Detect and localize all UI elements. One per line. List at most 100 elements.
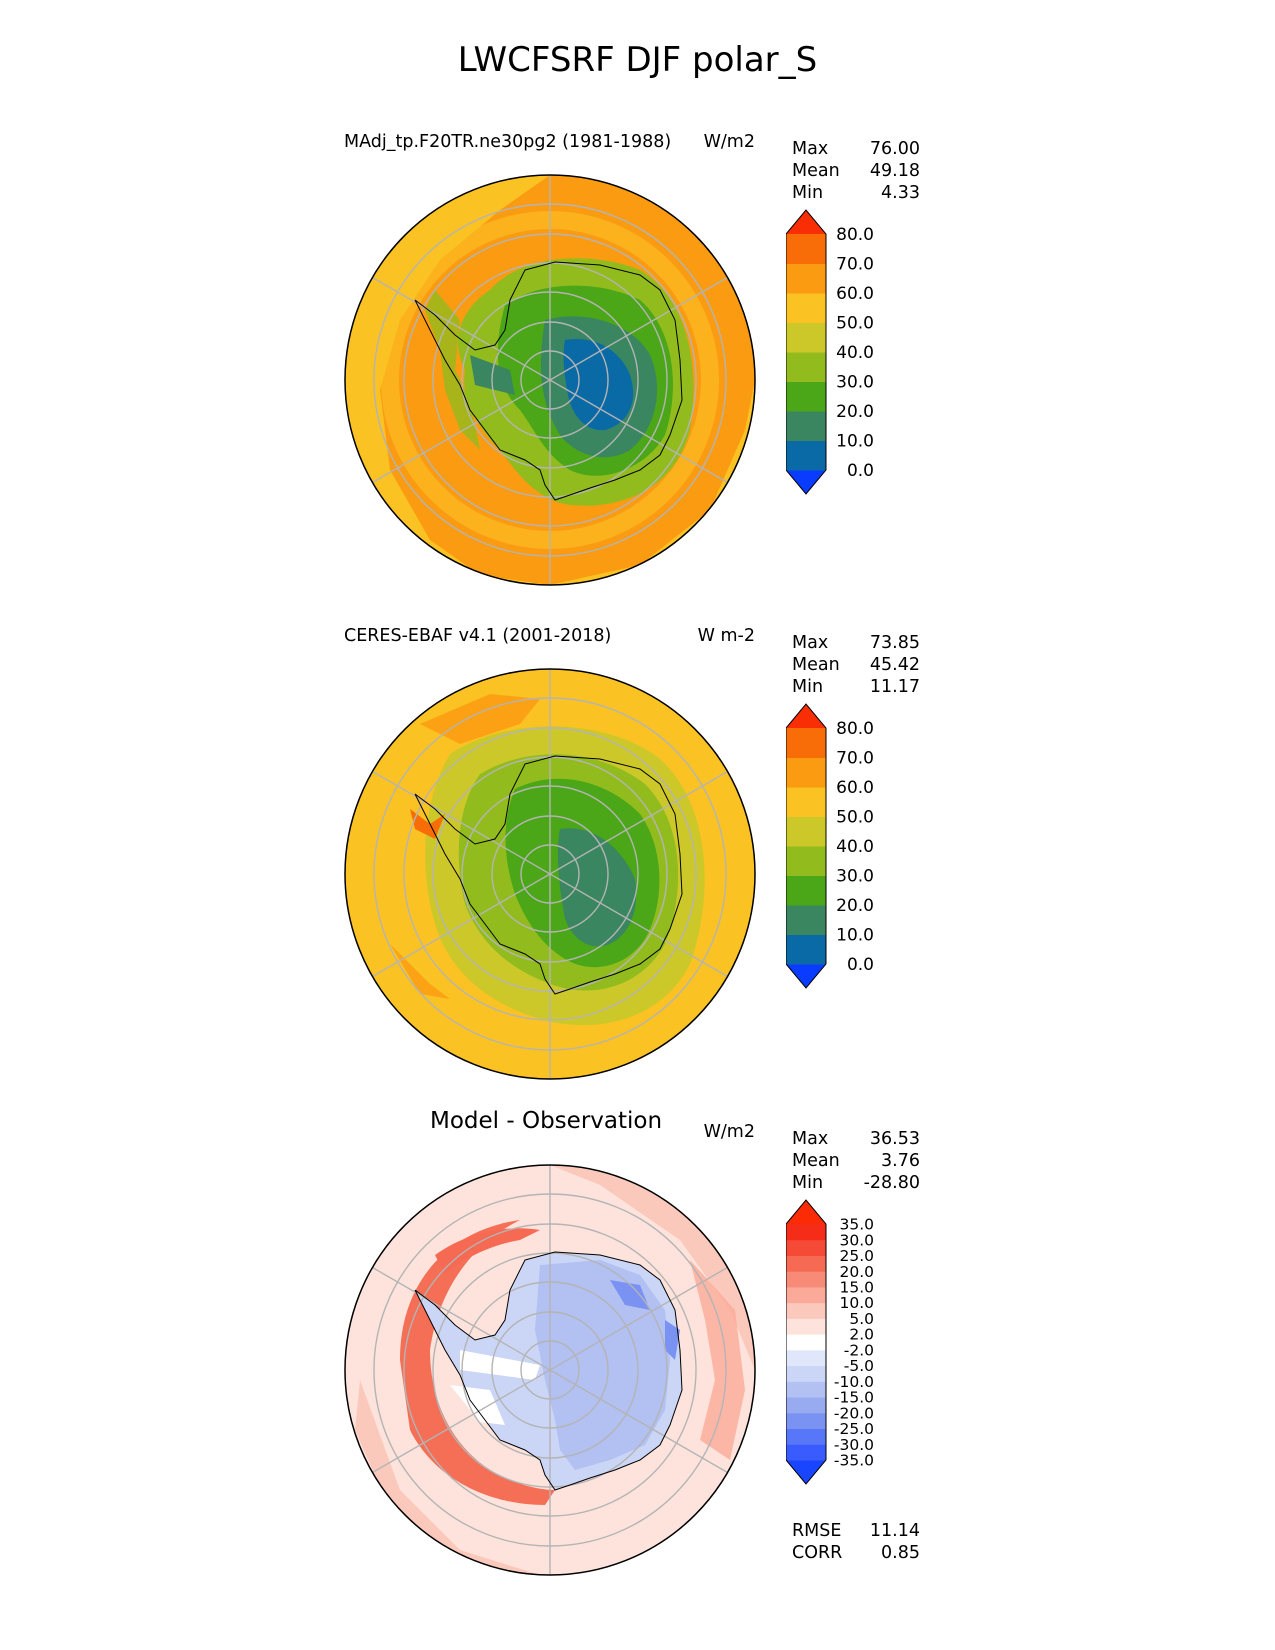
- colorbar-swatch: [786, 352, 826, 382]
- stat-mean: Mean 45.42: [792, 654, 920, 676]
- colorbar-swatch: [786, 846, 826, 876]
- stat-max: Max 76.00: [792, 138, 920, 160]
- colorbar-swatch: [786, 934, 826, 965]
- panel-title: MAdj_tp.F20TR.ne30pg2 (1981-1988): [344, 132, 672, 152]
- colorbar-diff: -35.0-30.0-25.0-20.0-15.0-10.0-5.0-2.02.…: [786, 1199, 874, 1485]
- colorbar-swatch: [786, 1224, 826, 1241]
- stat-max: Max 73.85: [792, 632, 920, 654]
- colorbar-extend-low: [786, 964, 826, 988]
- colorbar-swatch: [786, 1349, 826, 1367]
- colorbar-swatch: [786, 787, 826, 817]
- error-stats: RMSE 11.14 CORR 0.85: [792, 1520, 920, 1564]
- stat-value: 36.53: [869, 1129, 920, 1149]
- colorbar-swatch: [786, 816, 826, 847]
- colorbar-swatch: [786, 1381, 826, 1398]
- colorbar-swatch: [786, 1318, 826, 1335]
- colorbar-diff-tick-label: 2.0: [849, 1326, 874, 1344]
- colorbar-tick-label: 60.0: [836, 284, 874, 304]
- stat-value: 11.14: [869, 1521, 920, 1541]
- colorbar-extend-high: [786, 210, 826, 234]
- colorbar-diff-tick-label: -15.0: [834, 1389, 874, 1407]
- panel-units: W/m2: [703, 1122, 755, 1142]
- stat-value: 45.42: [869, 655, 920, 675]
- colorbar-tick-label: 70.0: [836, 255, 874, 275]
- stat-label: Min: [792, 677, 824, 697]
- stat-value: 4.33: [881, 183, 920, 203]
- stat-label: Max: [792, 139, 829, 159]
- colorbar-tick-label: 60.0: [836, 778, 874, 798]
- colorbar-swatch: [786, 1255, 826, 1272]
- colorbar-diff-tick-label: -2.0: [844, 1341, 874, 1359]
- stat-rmse: RMSE 11.14: [792, 1520, 920, 1542]
- colorbar-tick-label: 50.0: [836, 314, 874, 334]
- polar-map-diff: [344, 1164, 756, 1576]
- colorbar-extend-high: [786, 1200, 826, 1224]
- stats-box: Max 76.00 Mean 49.18 Min 4.33: [792, 138, 920, 204]
- colorbar-tick-label: 10.0: [836, 926, 874, 946]
- colorbar-diff-tick-label: 10.0: [839, 1294, 874, 1312]
- colorbar-swatch: [786, 411, 826, 441]
- colorbar-diff-tick-label: 15.0: [839, 1279, 874, 1297]
- colorbar-swatch: [786, 234, 826, 264]
- polar-map-obs: [344, 668, 756, 1080]
- figure-title: LWCFSRF DJF polar_S: [457, 40, 818, 80]
- colorbar-swatch: [786, 263, 826, 294]
- stat-value: 0.85: [881, 1543, 920, 1563]
- stat-max: Max 36.53: [792, 1128, 920, 1150]
- panel-diff: Model - Observation W/m2 Max 36.53 Mean 3.…: [0, 1108, 1275, 1612]
- colorbar-swatch: [786, 293, 826, 323]
- colorbar-tick-label: 40.0: [836, 837, 874, 857]
- colorbar-swatch: [786, 1365, 826, 1382]
- stat-label: CORR: [792, 1543, 843, 1563]
- colorbar-tick-label: 10.0: [836, 432, 874, 452]
- colorbar-swatch: [786, 1334, 826, 1351]
- stat-min: Min 4.33: [792, 182, 920, 204]
- stat-value: -28.80: [863, 1173, 920, 1193]
- colorbar-swatch: [786, 1271, 826, 1288]
- colorbar-swatch: [786, 440, 826, 471]
- stat-label: Mean: [792, 161, 840, 181]
- colorbar-tick-label: 80.0: [836, 719, 874, 739]
- colorbar-tick-label: 20.0: [836, 896, 874, 916]
- colorbar-swatch: [786, 1397, 826, 1414]
- colorbar-tick-label: 0.0: [847, 461, 874, 481]
- colorbar-tick-label: 40.0: [836, 343, 874, 363]
- panel-units: W/m2: [703, 132, 755, 152]
- colorbar-swatch: [786, 1428, 826, 1445]
- stat-value: 73.85: [869, 633, 920, 653]
- stat-corr: CORR 0.85: [792, 1542, 920, 1564]
- stat-value: 76.00: [869, 139, 920, 159]
- colorbar-diff-tick-label: -30.0: [834, 1436, 874, 1454]
- colorbar-diff-tick-label: 25.0: [839, 1247, 874, 1265]
- stat-label: Mean: [792, 1151, 840, 1171]
- colorbar-swatch: [786, 1412, 826, 1430]
- panel-obs: CERES-EBAF v4.1 (2001-2018) W m-2 Max 73.…: [0, 626, 1275, 1116]
- colorbar-outline: [786, 703, 827, 989]
- stat-label: Max: [792, 1129, 829, 1149]
- colorbar-swatch: [786, 381, 826, 412]
- colorbar-diff-tick-label: 5.0: [849, 1310, 874, 1328]
- colorbar-swatch: [786, 322, 826, 353]
- stat-min: Min -28.80: [792, 1172, 920, 1194]
- panel-title: CERES-EBAF v4.1 (2001-2018): [344, 626, 612, 646]
- colorbar-extend-high: [786, 704, 826, 728]
- colorbar-diff-tick-label: -35.0: [834, 1452, 874, 1470]
- colorbar-outline: [786, 209, 827, 495]
- stat-value: 11.17: [869, 677, 920, 697]
- colorbar-diff-tick-label: 35.0: [839, 1216, 874, 1234]
- colorbar-swatch: [786, 1444, 826, 1461]
- colorbar-diff-tick-label: 30.0: [839, 1231, 874, 1249]
- colorbar-swatch: [786, 905, 826, 935]
- panel-title: Model - Observation: [430, 1108, 663, 1134]
- colorbar-main-2: 0.0 10.0 20.0 30.0 40.0 50.0 60.0 70.0 80.0: [786, 703, 874, 989]
- colorbar-swatch: [786, 757, 826, 788]
- stat-min: Min 11.17: [792, 676, 920, 698]
- stats-box: Max 36.53 Mean 3.76 Min -28.80: [792, 1128, 920, 1194]
- panel-model: MAdj_tp.F20TR.ne30pg2 (1981-1988) W/m2 M…: [0, 132, 1275, 622]
- stat-mean: Mean 49.18: [792, 160, 920, 182]
- stat-mean: Mean 3.76: [792, 1150, 920, 1172]
- colorbar-tick-label: 0.0: [847, 955, 874, 975]
- colorbar-swatch: [786, 1239, 826, 1256]
- polar-map-model: [344, 174, 756, 586]
- colorbar-tick-label: 30.0: [836, 867, 874, 887]
